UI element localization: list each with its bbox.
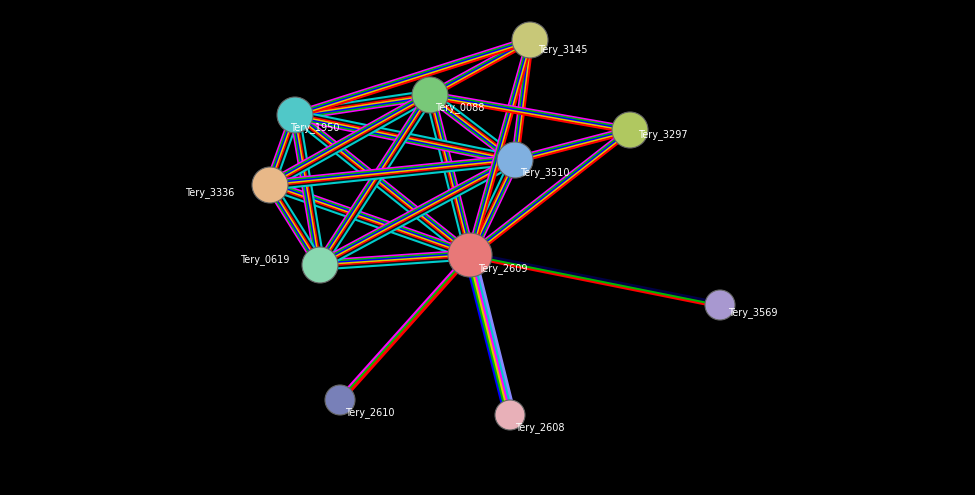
- Circle shape: [612, 112, 648, 148]
- Circle shape: [497, 142, 533, 178]
- Circle shape: [412, 77, 448, 113]
- Text: Tery_2610: Tery_2610: [345, 407, 395, 418]
- Text: Tery_3510: Tery_3510: [520, 167, 569, 178]
- Circle shape: [495, 400, 525, 430]
- Circle shape: [277, 97, 313, 133]
- Circle shape: [302, 247, 338, 283]
- Circle shape: [705, 290, 735, 320]
- Text: Tery_0088: Tery_0088: [435, 102, 485, 113]
- Circle shape: [325, 385, 355, 415]
- Text: Tery_1950: Tery_1950: [290, 122, 339, 133]
- Circle shape: [252, 167, 288, 203]
- Text: Tery_0619: Tery_0619: [240, 254, 290, 265]
- Circle shape: [448, 233, 492, 277]
- Text: Tery_3569: Tery_3569: [728, 307, 777, 318]
- Circle shape: [512, 22, 548, 58]
- Text: Tery_3297: Tery_3297: [638, 130, 687, 141]
- Text: Tery_2608: Tery_2608: [515, 422, 565, 433]
- Text: Tery_2609: Tery_2609: [478, 263, 527, 274]
- Text: Tery_3145: Tery_3145: [538, 44, 588, 55]
- Text: Tery_3336: Tery_3336: [185, 188, 234, 198]
